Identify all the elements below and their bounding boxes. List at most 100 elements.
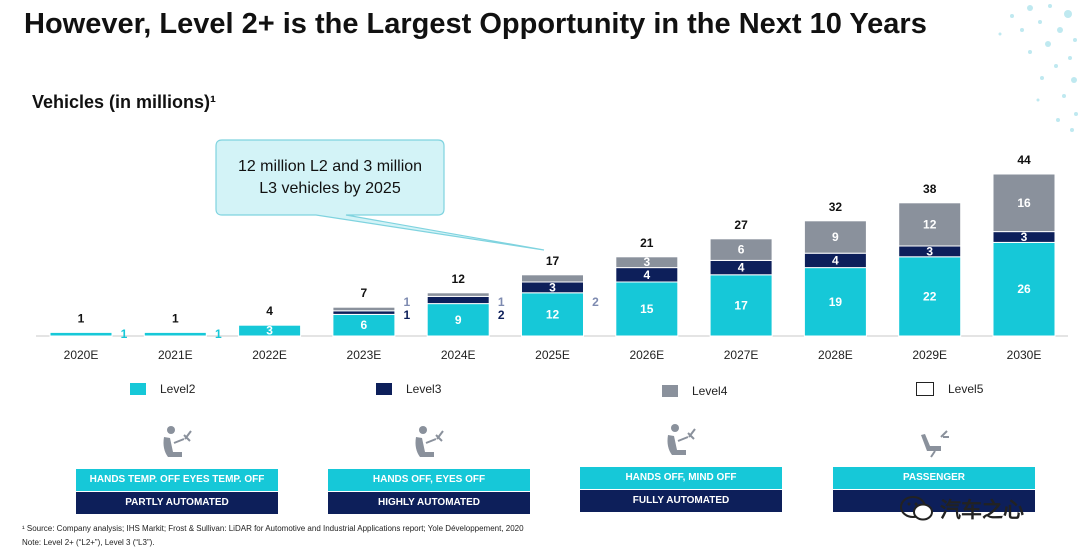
decorative-dot	[1027, 5, 1033, 11]
automation-level-2: HANDS TEMP. OFF EYES TEMP. OFF PARTLY AU…	[76, 425, 278, 515]
bar-segment-level3	[426, 295, 490, 305]
driver-seat-icon	[667, 424, 696, 455]
automation-descriptor: HANDS OFF, MIND OFF	[580, 467, 782, 489]
data-label-level3: 2	[498, 308, 505, 322]
data-label-level4: 12	[923, 217, 937, 231]
x-tick-label: 2023E	[347, 348, 382, 362]
decorative-dot	[1056, 118, 1060, 122]
callout-line-1: 12 million L2 and 3 million	[237, 158, 423, 175]
decorative-dot	[1057, 27, 1063, 33]
decorative-dot	[1070, 128, 1074, 132]
watermark-text: 汽车之心	[940, 499, 1024, 522]
data-label-level2: 1	[215, 327, 222, 341]
watermark: 汽车之心	[900, 494, 1024, 524]
legend-label: Level2	[160, 382, 196, 396]
driver-seat-icon	[163, 426, 192, 457]
decorative-dot	[1054, 64, 1058, 68]
automation-descriptor: PASSENGER	[833, 467, 1035, 489]
x-tick-label: 2026E	[629, 348, 664, 362]
legend-item-level4: Level4	[662, 384, 727, 398]
callout-shape	[215, 139, 545, 251]
data-label-level4: 1	[498, 295, 505, 309]
x-tick-label: 2029E	[912, 348, 947, 362]
data-label-level3: 4	[643, 268, 650, 282]
decorative-dot	[1020, 28, 1024, 32]
automation-level-3: HANDS OFF, EYES OFF HIGHLY AUTOMATED	[328, 425, 530, 515]
data-label-level3: 3	[926, 244, 933, 258]
bar-segment-level3	[332, 310, 396, 315]
decorative-dot	[998, 32, 1002, 36]
data-label-level2: 15	[640, 302, 654, 316]
data-label-level2: 1	[121, 327, 128, 341]
data-label-level4: 9	[832, 230, 839, 244]
automation-descriptor: HANDS OFF, EYES OFF	[328, 469, 530, 491]
bar-segment-level4	[521, 274, 584, 283]
x-tick-label: 2024E	[441, 348, 476, 362]
legend-label: Level5	[948, 382, 984, 396]
total-label: 7	[361, 286, 368, 300]
bar-segment-level2	[521, 292, 584, 337]
legend-swatch	[130, 383, 146, 395]
decorative-dot	[1062, 94, 1066, 98]
legend-item-level2: Level2	[130, 382, 195, 396]
decorative-dot	[1028, 50, 1032, 54]
data-label-level4: 2	[592, 295, 599, 309]
automation-level-4: HANDS OFF, MIND OFF FULLY AUTOMATED	[580, 423, 782, 513]
wechat-icon	[900, 496, 933, 521]
automation-category: FULLY AUTOMATED	[580, 490, 782, 512]
x-tick-label: 2022E	[252, 348, 287, 362]
total-label: 17	[546, 254, 560, 268]
x-tick-label: 2025E	[535, 348, 570, 362]
bar-segment-level2	[803, 267, 867, 337]
x-tick-label: 2021E	[158, 348, 193, 362]
decorative-dots	[998, 4, 1078, 132]
data-label-level2: 19	[829, 295, 843, 309]
total-label: 1	[172, 311, 179, 325]
footnote-source: ¹ Source: Company analysis; IHS Markit; …	[22, 524, 524, 533]
legend-swatch	[376, 383, 392, 395]
footnote-note: Note: Level 2+ (“L2+”), Level 3 (“L3”).	[22, 538, 155, 547]
data-label-level4: 16	[1017, 196, 1031, 210]
x-tick-label: 2020E	[64, 348, 99, 362]
x-tick-label: 2027E	[724, 348, 759, 362]
bar-segment-level2	[709, 274, 773, 337]
data-label-level2: 3	[266, 324, 273, 338]
automation-level-5: PASSENGER	[833, 423, 1035, 513]
legend-swatch	[916, 382, 934, 396]
bar-segment-level2	[143, 331, 207, 337]
reclined-seat-icon	[921, 430, 949, 458]
data-label-level3: 4	[832, 253, 839, 267]
data-label-level2: 9	[455, 313, 462, 327]
decorative-dot	[1045, 41, 1051, 47]
chart-subtitle: Vehicles (in millions)¹	[32, 92, 217, 112]
decorative-dot	[1038, 20, 1042, 24]
callout-box: 12 million L2 and 3 million L3 vehicles …	[215, 139, 545, 251]
legend-label: Level3	[406, 382, 442, 396]
bar-segment-level2	[238, 324, 302, 337]
data-label-level2: 22	[923, 289, 937, 303]
total-label: 38	[923, 182, 937, 196]
driver-seat-icon	[415, 426, 444, 457]
bar-segment-level4	[332, 306, 396, 312]
automation-category: PARTLY AUTOMATED	[76, 492, 278, 514]
decorative-dot	[1048, 4, 1052, 8]
legend-swatch	[662, 385, 678, 397]
callout-line-2: L3 vehicles by 2025	[259, 180, 401, 197]
data-label-level3: 3	[549, 280, 556, 294]
bar-segment-level2	[992, 241, 1056, 337]
data-label-level2: 26	[1017, 282, 1031, 296]
data-label-level2: 17	[734, 298, 748, 312]
decorative-dot	[1064, 10, 1072, 18]
decorative-dot	[1071, 77, 1077, 83]
total-label: 4	[266, 304, 273, 318]
data-label-level3: 1	[404, 308, 411, 322]
bar-segment-level4	[898, 202, 962, 247]
bar-segment-level2	[615, 281, 679, 337]
bar-segment-level4	[426, 292, 490, 297]
total-label: 1	[78, 311, 85, 325]
decorative-dot	[1073, 38, 1077, 42]
legend-item-level3: Level3	[376, 382, 441, 396]
total-label: 21	[640, 236, 654, 250]
decorative-dot	[1036, 98, 1040, 102]
